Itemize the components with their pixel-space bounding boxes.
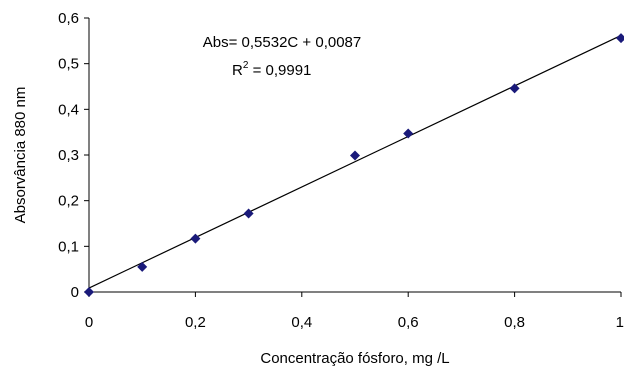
- y-tick-label: 0,6: [58, 10, 79, 27]
- x-tick-label: 0: [85, 314, 93, 331]
- x-tick-label: 0,8: [504, 314, 525, 331]
- x-tick-label: 1: [616, 314, 624, 331]
- x-tick-label: 0,2: [185, 314, 206, 331]
- data-point: [243, 208, 254, 219]
- x-axis-title: Concentração fósforo, mg /L: [260, 350, 449, 367]
- data-point: [350, 150, 360, 161]
- axes: [88, 18, 621, 293]
- trendline: [88, 34, 622, 289]
- equation-annotation: Abs= 0,5532C + 0,0087: [203, 34, 361, 51]
- data-point: [509, 83, 520, 94]
- y-tick-label: 0,3: [58, 147, 79, 164]
- data-point: [403, 128, 414, 139]
- trendline-line: [88, 34, 622, 289]
- y-tick-label: 0: [71, 284, 79, 301]
- data-point: [190, 233, 201, 244]
- x-tick-label: 0,4: [291, 314, 312, 331]
- data-point: [84, 287, 94, 297]
- x-axis-ticks: 0 0,2 0,4 0,6 0,8 1: [85, 292, 624, 331]
- x-tick-label: 0,6: [398, 314, 419, 331]
- y-tick-label: 0,2: [58, 193, 79, 210]
- y-tick-label: 0,5: [58, 56, 79, 73]
- data-point: [616, 33, 624, 44]
- r-squared-annotation: R2 = 0,9991: [232, 60, 311, 79]
- y-tick-label: 0,1: [58, 238, 79, 255]
- y-axis-title: Absorvância 880 nm: [12, 87, 29, 224]
- y-axis-ticks: 0 0,1 0,2 0,3 0,4 0,5 0,6: [58, 10, 89, 301]
- data-point: [137, 261, 148, 272]
- data-points: [84, 33, 624, 297]
- y-tick-label: 0,4: [58, 101, 79, 118]
